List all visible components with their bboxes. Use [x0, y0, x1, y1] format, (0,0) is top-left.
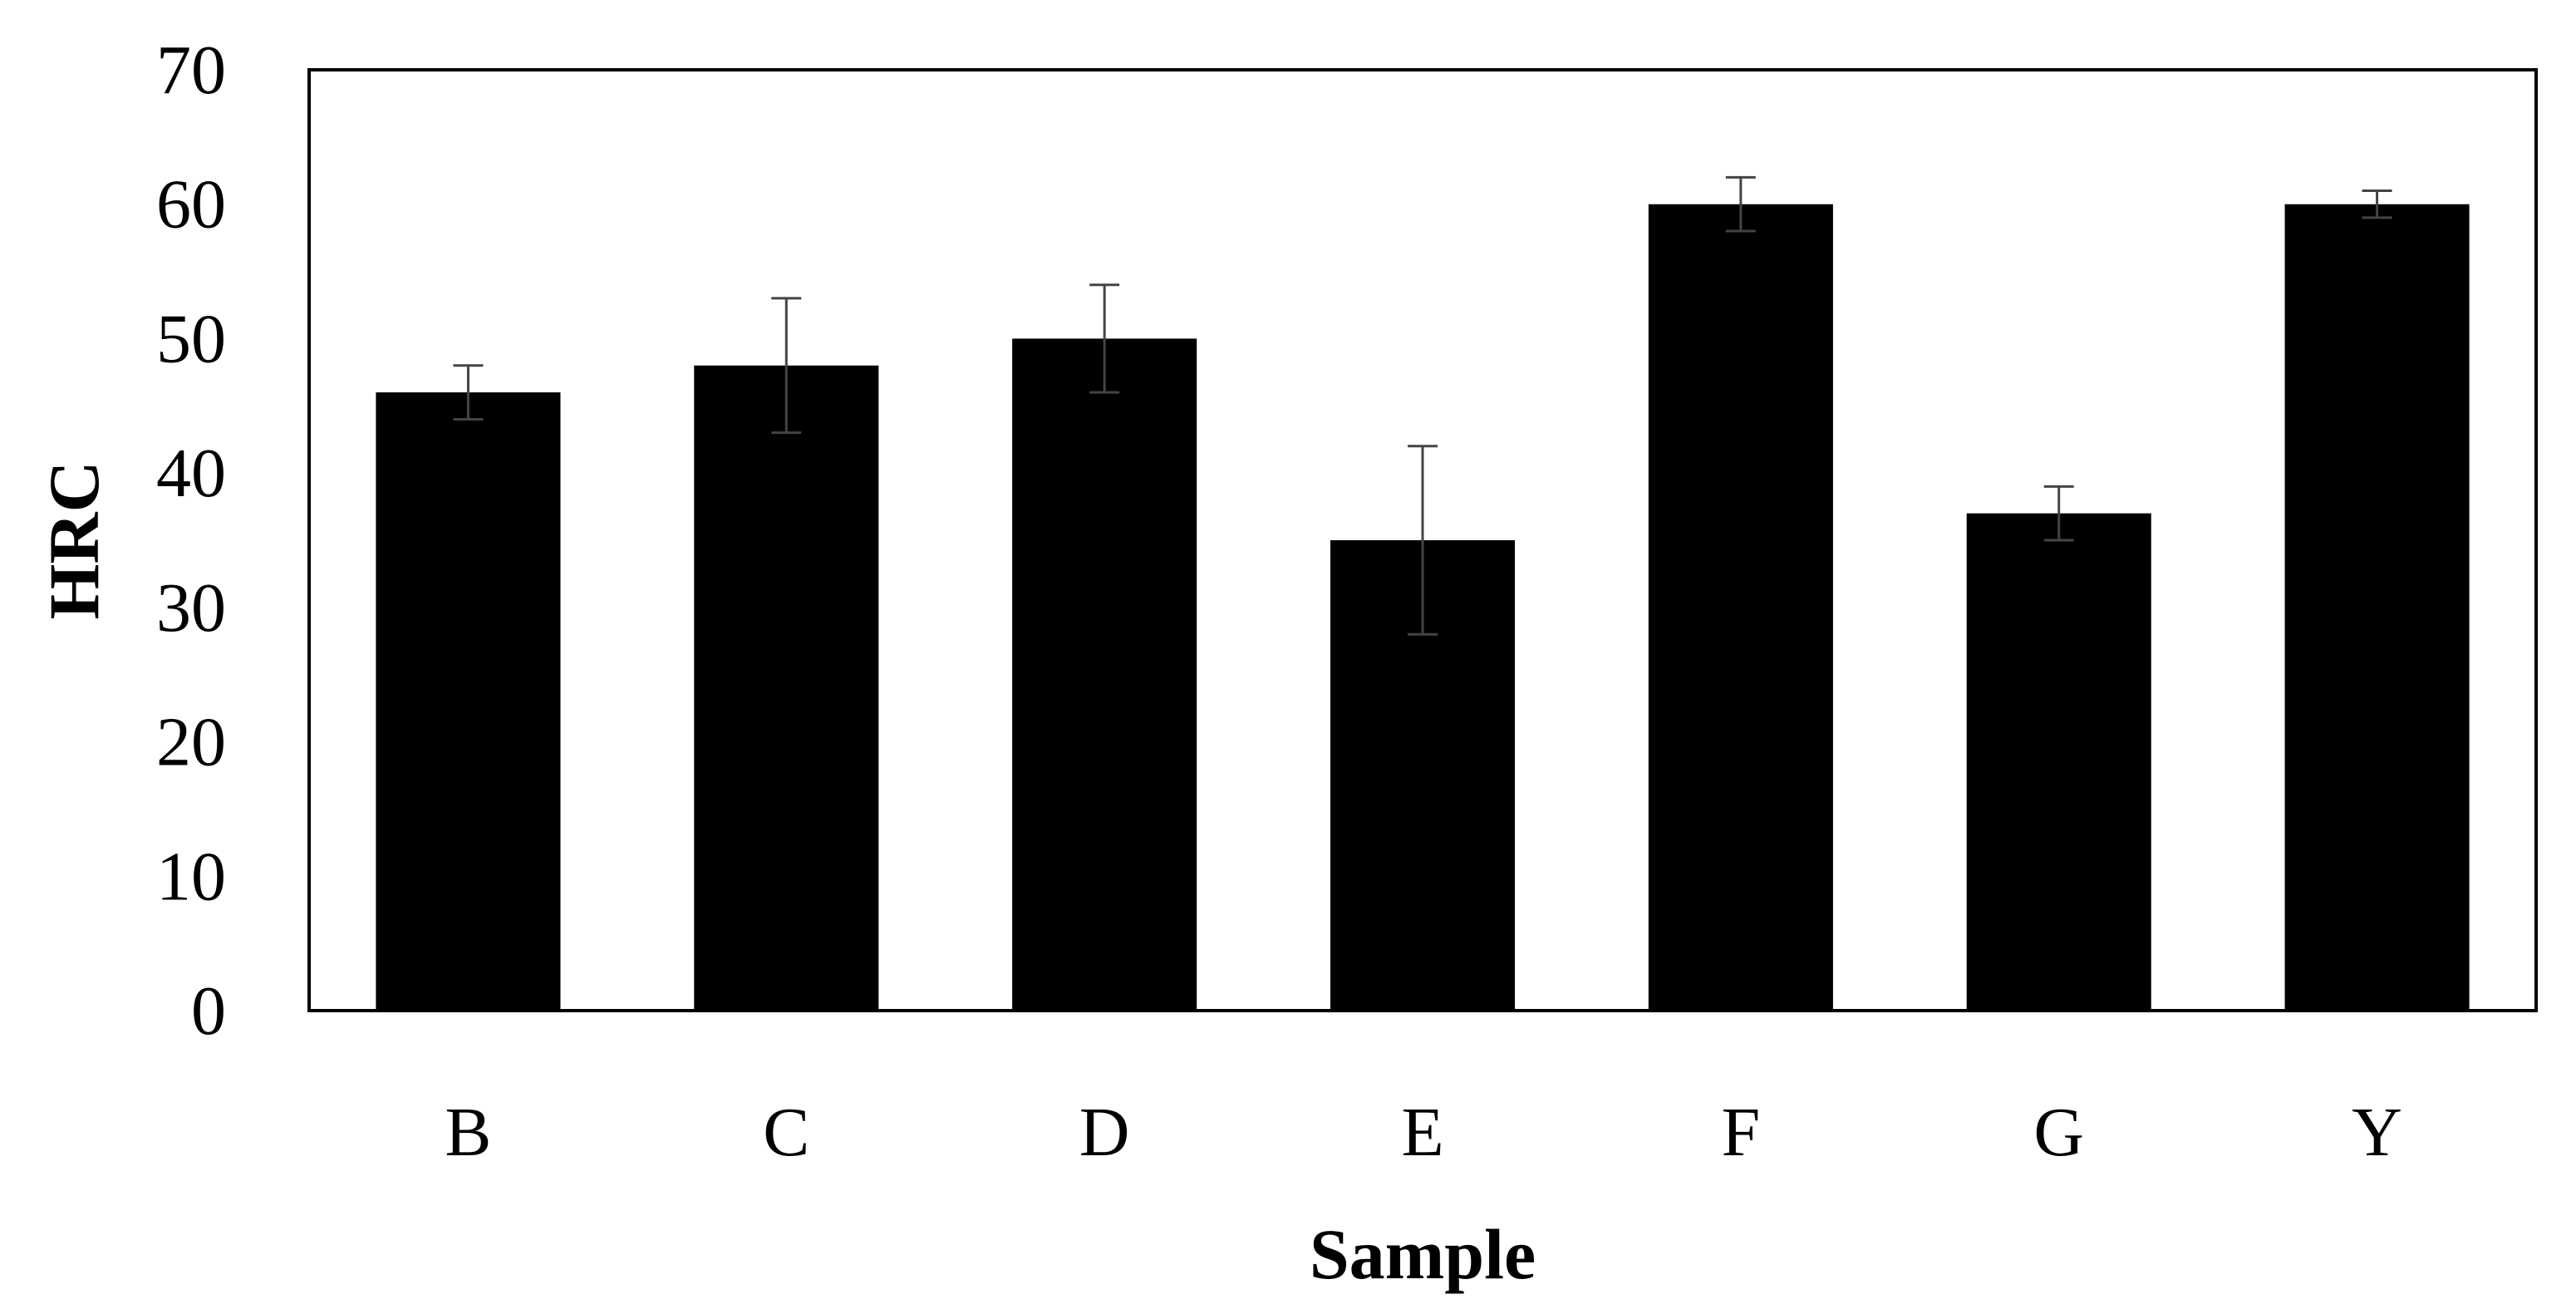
bar-B	[376, 392, 561, 1011]
error-bar-D	[1089, 283, 1120, 394]
y-tick-label-70: 70	[156, 32, 226, 109]
plot-area-frame	[307, 68, 2538, 1012]
error-bar-Y	[2362, 189, 2392, 219]
bars-layer	[376, 204, 2470, 1011]
y-tick-label-60: 60	[156, 166, 226, 244]
error-bar-C	[771, 297, 802, 435]
x-tick-label-B: B	[445, 1094, 491, 1171]
x-tick-label-F: F	[1721, 1094, 1760, 1171]
bar-C	[694, 365, 879, 1011]
x-tick-label-G: G	[2033, 1094, 2084, 1171]
error-bar-F	[1725, 175, 1756, 233]
y-tick-label-20: 20	[156, 704, 226, 781]
y-tick-label-0: 0	[191, 972, 226, 1050]
y-axis-title: HRC	[34, 460, 114, 619]
x-axis-title: Sample	[1310, 1214, 1536, 1294]
bar-D	[1012, 338, 1197, 1011]
error-bar-B	[453, 364, 484, 421]
error-bar-G	[2043, 485, 2074, 542]
error-bars-layer	[453, 175, 2392, 636]
x-tick-label-C: C	[763, 1094, 809, 1171]
y-tick-label-30: 30	[156, 569, 226, 647]
x-tick-label-E: E	[1401, 1094, 1443, 1171]
bar-Y	[2284, 204, 2470, 1011]
y-tick-label-50: 50	[156, 300, 226, 377]
bar-F	[1648, 204, 1833, 1011]
x-tick-label-D: D	[1079, 1094, 1130, 1171]
y-tick-labels: 0 10 20 30 40 50 60 70	[156, 32, 226, 1050]
x-tick-label-Y: Y	[2352, 1094, 2402, 1171]
y-tick-label-10: 10	[156, 838, 226, 915]
error-bar-E	[1408, 445, 1438, 636]
y-tick-label-40: 40	[156, 435, 226, 512]
bar-G	[1966, 513, 2151, 1011]
